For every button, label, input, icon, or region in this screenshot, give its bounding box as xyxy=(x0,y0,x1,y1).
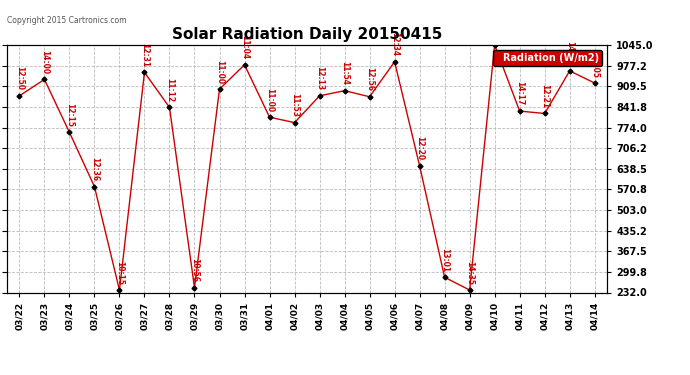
Text: 12:21: 12:21 xyxy=(540,84,549,108)
Text: 14:06: 14:06 xyxy=(565,41,574,65)
Text: 12:13: 12:13 xyxy=(315,66,324,90)
Text: 11:53: 11:53 xyxy=(290,93,299,117)
Text: 10:15: 10:15 xyxy=(115,261,124,285)
Text: 14:35: 14:35 xyxy=(465,261,474,285)
Text: 12:56: 12:56 xyxy=(365,67,374,91)
Text: 11:54: 11:54 xyxy=(340,61,349,85)
Text: 12:34: 12:34 xyxy=(390,32,399,56)
Text: Copyright 2015 Cartronics.com: Copyright 2015 Cartronics.com xyxy=(7,16,126,25)
Text: 11:04: 11:04 xyxy=(240,35,249,59)
Text: 12:20: 12:20 xyxy=(415,136,424,160)
Text: 10:56: 10:56 xyxy=(190,258,199,282)
Text: 12:31: 12:31 xyxy=(140,43,149,67)
Text: 12:05: 12:05 xyxy=(590,54,599,78)
Text: 12:15: 12:15 xyxy=(65,103,74,127)
Legend: Radiation (W/m2): Radiation (W/m2) xyxy=(493,50,602,66)
Text: 11:12: 11:12 xyxy=(165,78,174,102)
Text: 11:00: 11:00 xyxy=(265,87,274,112)
Text: 14:17: 14:17 xyxy=(515,81,524,106)
Text: 14:00: 14:00 xyxy=(40,50,49,74)
Text: 11:00: 11:00 xyxy=(215,60,224,84)
Text: 12:36: 12:36 xyxy=(90,157,99,181)
Text: 13:01: 13:01 xyxy=(440,248,449,272)
Title: Solar Radiation Daily 20150415: Solar Radiation Daily 20150415 xyxy=(172,27,442,42)
Text: 12:50: 12:50 xyxy=(15,66,24,90)
